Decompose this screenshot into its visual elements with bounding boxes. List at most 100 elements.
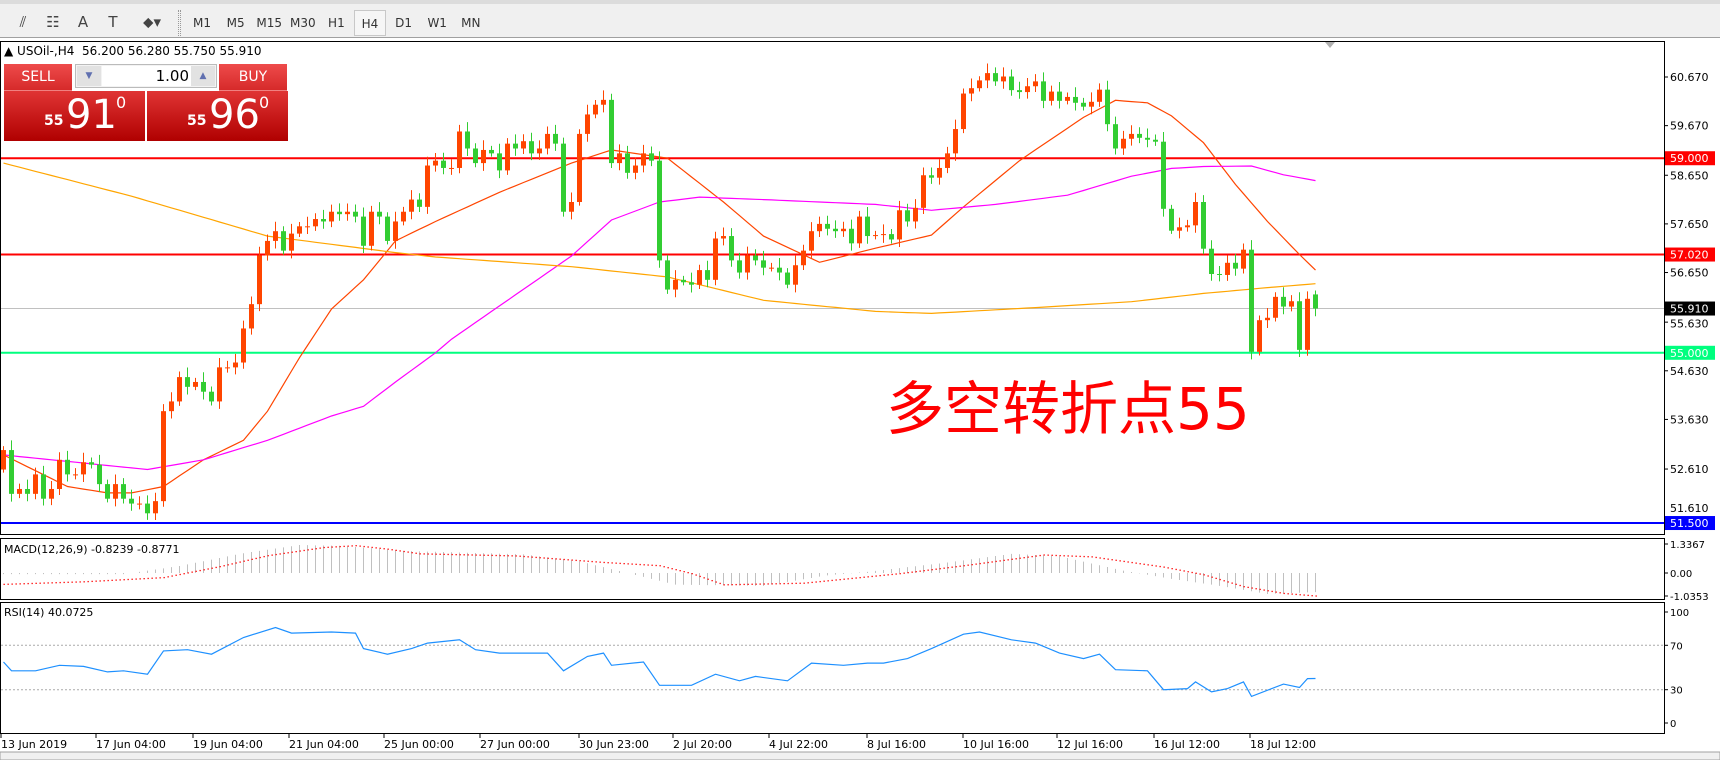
candle-body bbox=[385, 216, 390, 241]
timeframe-m30[interactable]: M30 bbox=[289, 16, 316, 30]
candle bbox=[313, 213, 318, 231]
macd-signal-dot bbox=[667, 567, 669, 569]
horizontal-scrollbar[interactable] bbox=[0, 751, 1720, 760]
lot-increase-icon[interactable]: ▲ bbox=[191, 66, 215, 86]
price-tick-label: 54.630 bbox=[1670, 365, 1709, 378]
candle-body bbox=[681, 279, 686, 283]
time-tick-label: 17 Jun 04:00 bbox=[96, 738, 166, 751]
timeframe-h4[interactable]: H4 bbox=[354, 10, 386, 36]
macd-signal-dot bbox=[115, 579, 117, 581]
price-tick-label: 58.650 bbox=[1670, 169, 1709, 182]
candle-body bbox=[1113, 124, 1118, 149]
candle bbox=[841, 221, 846, 237]
candle bbox=[1177, 217, 1182, 239]
candle-body bbox=[961, 93, 966, 130]
candle bbox=[329, 204, 334, 228]
macd-signal-dot bbox=[563, 558, 565, 561]
candle-body bbox=[393, 221, 398, 241]
macd-signal-dot bbox=[1223, 580, 1225, 582]
time-tick-label: 30 Jun 23:00 bbox=[579, 738, 649, 751]
macd-signal-dot bbox=[935, 568, 937, 570]
candle-body bbox=[697, 270, 702, 285]
time-tick-label: 13 Jun 2019 bbox=[1, 738, 67, 751]
time-tick-label: 2 Jul 20:00 bbox=[673, 738, 732, 751]
candle-body bbox=[1033, 81, 1038, 87]
candle-body bbox=[1081, 102, 1086, 107]
macd-signal-dot bbox=[215, 566, 217, 569]
macd-signal-dot bbox=[519, 555, 521, 557]
timeframe-m1[interactable]: M1 bbox=[193, 16, 211, 30]
time-tick-label: 4 Jul 22:00 bbox=[769, 738, 828, 751]
macd-signal-dot bbox=[1111, 559, 1113, 561]
macd-label: MACD(12,26,9) -0.8239 -0.8771 bbox=[4, 543, 180, 556]
candle bbox=[433, 153, 438, 172]
macd-signal-dot bbox=[151, 577, 153, 579]
candle-body bbox=[1017, 90, 1022, 93]
candle bbox=[593, 100, 598, 119]
candle-body bbox=[225, 367, 230, 369]
macd-signal-dot bbox=[1259, 588, 1261, 591]
macd-signal-dot bbox=[455, 553, 457, 556]
time-tick-label: 21 Jun 04:00 bbox=[289, 738, 359, 751]
candle-body bbox=[241, 328, 246, 363]
candle-body bbox=[489, 149, 494, 154]
fibonacci-fan-icon[interactable]: ☷ bbox=[46, 13, 60, 31]
buy-price-point: 0 bbox=[259, 93, 270, 112]
macd-signal-dot bbox=[575, 559, 577, 562]
macd-signal-dot bbox=[903, 572, 905, 574]
macd-signal-dot bbox=[1199, 573, 1201, 575]
candle-body bbox=[713, 238, 718, 280]
candle-body bbox=[449, 167, 454, 169]
macd-signal-dot bbox=[1139, 563, 1141, 565]
candle bbox=[657, 151, 662, 268]
candle bbox=[705, 260, 710, 288]
macd-signal-dot bbox=[331, 546, 333, 548]
candle bbox=[1305, 291, 1310, 356]
candle-body bbox=[969, 88, 974, 94]
candle bbox=[753, 249, 758, 266]
lot-input[interactable] bbox=[102, 66, 192, 86]
rsi-tick-label: 30 bbox=[1670, 686, 1683, 697]
candle-body bbox=[217, 367, 222, 402]
macd-signal-dot bbox=[487, 554, 489, 556]
macd-signal-dot bbox=[603, 561, 605, 564]
macd-signal-dot bbox=[963, 565, 965, 567]
macd-signal-dot bbox=[1263, 589, 1265, 591]
candle bbox=[889, 229, 894, 244]
collapse-arrow-icon[interactable]: ▲ bbox=[4, 44, 18, 58]
macd-signal-dot bbox=[99, 580, 101, 582]
candle bbox=[505, 138, 510, 175]
macd-signal-dot bbox=[531, 556, 533, 558]
arrows-icon[interactable]: ⬥▾ bbox=[142, 13, 162, 31]
sell-price[interactable]: 55 91 0 bbox=[4, 91, 145, 141]
timeframe-h1[interactable]: H1 bbox=[328, 16, 345, 30]
sell-button[interactable]: SELL bbox=[4, 64, 72, 91]
timeframe-m5[interactable]: M5 bbox=[226, 16, 245, 30]
buy-price[interactable]: 55 96 0 bbox=[147, 91, 288, 141]
timeframe-d1[interactable]: D1 bbox=[395, 16, 413, 30]
macd-signal-dot bbox=[19, 583, 21, 585]
macd-signal-dot bbox=[715, 581, 717, 583]
macd-signal-dot bbox=[931, 569, 933, 571]
lot-decrease-icon[interactable]: ▼ bbox=[77, 66, 101, 86]
candle-body bbox=[441, 160, 446, 168]
macd-signal-dot bbox=[423, 553, 425, 555]
timeframe-w1[interactable]: W1 bbox=[427, 16, 447, 30]
candle bbox=[145, 495, 150, 520]
fibonacci-expansion-icon[interactable]: ⫽ bbox=[19, 13, 27, 31]
macd-signal-dot bbox=[23, 583, 25, 585]
macd-signal-dot bbox=[1171, 568, 1173, 570]
text-label-icon[interactable]: T bbox=[108, 13, 118, 31]
macd-signal-dot bbox=[1075, 555, 1077, 557]
buy-button[interactable]: BUY bbox=[219, 64, 287, 91]
candle bbox=[289, 223, 294, 259]
timeframe-mn[interactable]: MN bbox=[461, 16, 481, 30]
sell-price-main: 91 bbox=[66, 92, 117, 138]
timeframe-m15[interactable]: M15 bbox=[256, 16, 282, 30]
macd-signal-dot bbox=[655, 564, 657, 567]
candle-body bbox=[737, 260, 742, 273]
candle-body bbox=[65, 459, 70, 475]
macd-signal-dot bbox=[511, 555, 513, 557]
text-icon[interactable]: A bbox=[77, 13, 89, 31]
